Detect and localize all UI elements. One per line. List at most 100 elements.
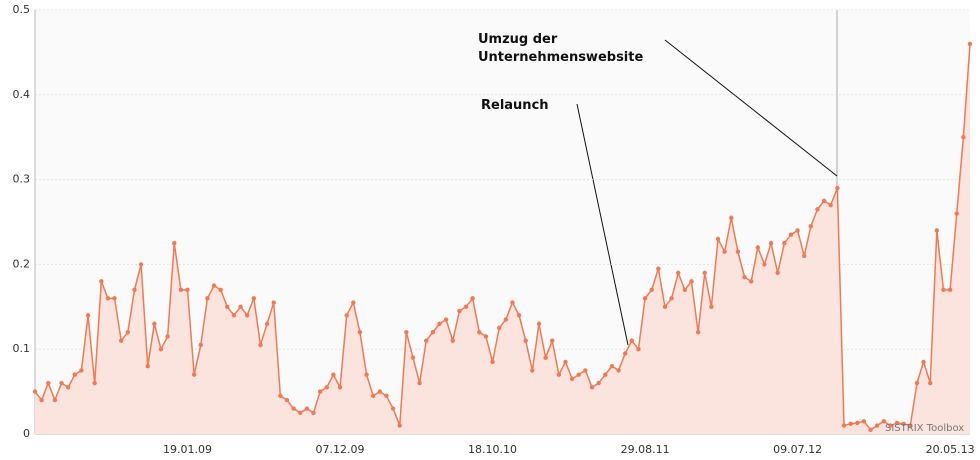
point [682,287,688,293]
annotation-pointer [576,103,629,346]
point [132,287,137,293]
annotation: Relaunch [481,98,549,113]
point [503,317,509,322]
y-tick-label: 0.5 [13,3,31,16]
point [105,296,111,301]
point [855,420,860,426]
point [238,304,243,309]
point [205,296,210,301]
point [317,389,323,394]
y-tick-label: 0.1 [13,342,31,355]
point [629,338,635,343]
point [676,270,681,276]
point [861,419,867,424]
point [901,421,906,427]
point [563,359,568,365]
point [370,393,376,399]
point [59,380,64,386]
point [934,228,940,233]
area [35,43,970,435]
point [550,338,555,343]
point [218,287,223,293]
point [543,355,548,360]
point [165,334,170,339]
x-tick-label: 20.05.13 [926,443,975,456]
point [556,372,562,377]
point [603,372,608,377]
point [46,380,51,386]
y-tick-label: 0.3 [13,173,31,186]
point [39,397,44,403]
point [583,368,588,373]
point [656,266,661,271]
point [496,325,502,331]
point [954,211,959,216]
point [251,296,257,301]
point [729,215,734,220]
point [231,313,237,318]
point [762,262,767,267]
x-tick-label: 09.07.12 [773,443,822,456]
point [928,380,933,386]
point [530,368,535,373]
point [85,313,91,318]
point [377,389,383,394]
x-tick-label: 07.12.09 [316,443,365,456]
y-tick-label: 0.4 [13,88,31,101]
point [397,423,402,428]
point [477,330,482,335]
x-tick-label: 19.01.09 [163,443,212,456]
point [344,313,349,318]
point [642,296,648,301]
point [536,321,542,326]
point [298,410,303,415]
point [152,321,157,326]
point [311,410,316,415]
point [835,185,840,191]
point [278,393,283,399]
point [516,313,522,318]
annotation: Umzug der [478,32,558,47]
point [138,262,144,267]
point [967,41,973,47]
point [596,380,601,386]
point [662,304,668,309]
point [424,338,429,343]
point [961,135,966,140]
point [443,317,449,322]
point [172,241,177,246]
point [390,406,396,411]
point [622,351,628,356]
point [802,253,807,259]
point [569,376,575,382]
point [337,385,343,390]
point [430,330,436,335]
point [364,372,369,377]
point [908,423,913,428]
point [669,296,674,301]
x-tick-label: 29.08.11 [621,443,670,456]
point [947,287,953,293]
point [284,397,290,403]
point [490,359,495,365]
point [258,342,263,348]
point [695,330,701,335]
point [788,232,794,237]
point [589,385,595,390]
point [894,420,900,426]
watermark: SISTRIX Toolbox [885,423,964,434]
point [331,372,336,377]
point [404,330,409,335]
point [649,287,654,293]
point [888,423,893,428]
point [576,372,581,377]
point [225,304,230,309]
point [782,241,787,246]
point [795,228,800,233]
point [158,347,164,352]
line [34,43,971,431]
point [463,304,469,309]
point [722,249,727,254]
point [828,202,833,208]
